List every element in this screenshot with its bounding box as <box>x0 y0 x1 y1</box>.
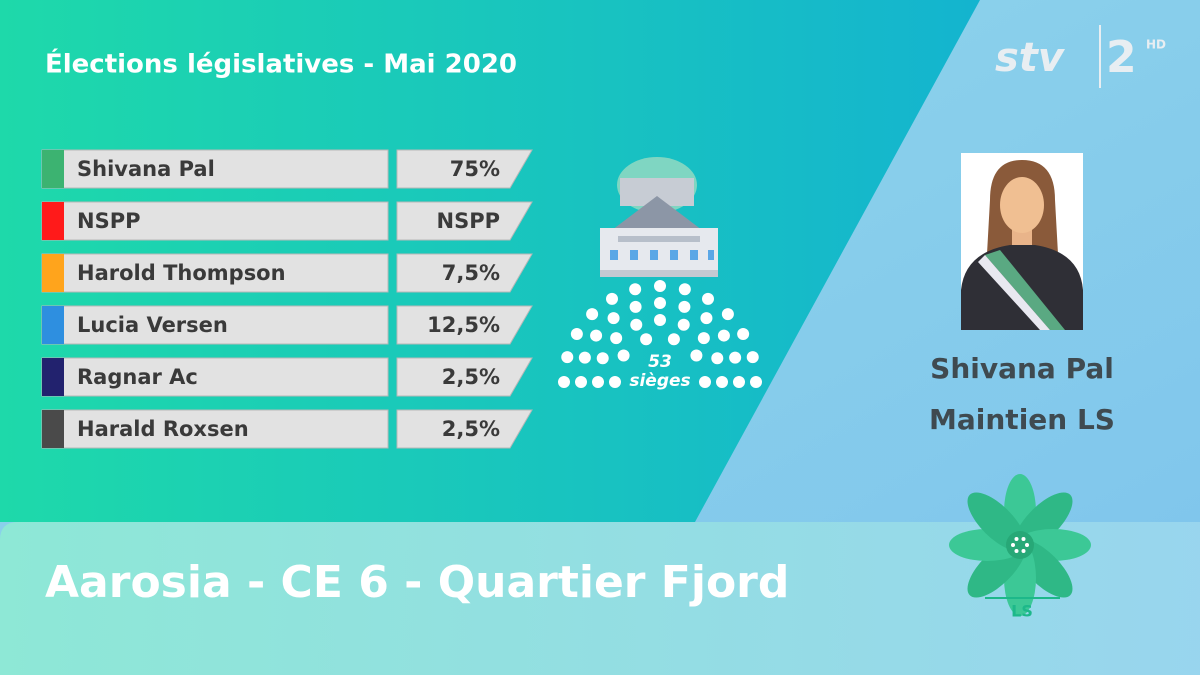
value-box <box>396 357 533 397</box>
seat <box>630 318 643 331</box>
winner-name: Shivana Pal <box>930 352 1114 385</box>
seat <box>654 280 666 292</box>
seat-label: sièges <box>629 371 690 391</box>
seat <box>640 333 653 346</box>
seat <box>592 376 604 388</box>
party-logo <box>949 474 1091 616</box>
channel-number: 2 <box>1106 32 1137 83</box>
seat <box>558 376 570 388</box>
value-box <box>396 409 533 449</box>
seat <box>678 283 691 296</box>
title: Élections législatives - Mai 2020 <box>45 48 517 80</box>
seat-count: 53 <box>648 352 672 372</box>
seat <box>575 376 587 388</box>
seat <box>590 329 603 342</box>
parliament-icon <box>600 157 718 277</box>
flower-dot <box>1011 543 1015 547</box>
seat <box>629 300 642 313</box>
candidate-name: Harold Thompson <box>77 261 286 285</box>
flower-dot <box>1021 536 1026 541</box>
seat <box>746 351 759 364</box>
value-box <box>396 201 533 241</box>
value-box <box>396 149 533 189</box>
flower-dot <box>1025 543 1029 547</box>
candidate-name: Ragnar Ac <box>77 365 198 389</box>
channel-logo: stv 2 HD <box>995 25 1166 88</box>
value-box <box>396 253 533 293</box>
seat <box>654 314 666 326</box>
seat <box>716 376 728 388</box>
channel-badge: HD <box>1146 38 1166 52</box>
hemicycle <box>558 280 762 388</box>
seat <box>610 332 623 345</box>
party-color <box>42 306 64 344</box>
seat <box>700 312 713 325</box>
flower-center <box>1006 531 1034 559</box>
party-color <box>42 202 64 240</box>
result-value: 75% <box>450 157 500 181</box>
result-value: 12,5% <box>427 313 500 337</box>
seat <box>609 376 621 388</box>
seat <box>678 300 691 313</box>
seat <box>750 376 762 388</box>
party-color <box>42 150 64 188</box>
channel-name: stv <box>995 35 1066 81</box>
candidate-name: NSPP <box>77 209 140 233</box>
flower-dot <box>1021 549 1026 554</box>
seat <box>596 352 609 365</box>
results-list: Shivana Pal 75% NSPP NSPP Harold Thompson 7,5… <box>41 149 533 449</box>
seat <box>606 292 618 305</box>
result-value: 7,5% <box>442 261 500 285</box>
footer-band <box>0 522 1200 675</box>
footer-title: Aarosia - CE 6 - Quartier Fjord <box>45 557 789 608</box>
name-box <box>41 201 389 241</box>
winner-party: Maintien LS <box>929 403 1115 436</box>
seat <box>586 308 599 321</box>
name-box <box>41 253 389 293</box>
seat <box>607 312 620 325</box>
result-value: 2,5% <box>442 365 500 389</box>
seat <box>733 376 745 388</box>
seat <box>617 349 630 362</box>
name-box <box>41 409 389 449</box>
candidate-name: Lucia Versen <box>77 313 228 337</box>
seat <box>699 376 711 388</box>
seat <box>729 351 742 364</box>
seat <box>702 292 714 305</box>
candidate-name: Harald Roxsen <box>77 417 249 441</box>
flower-dot <box>1014 549 1019 554</box>
seat <box>654 297 666 309</box>
party-logo-label: LS <box>1011 602 1033 621</box>
party-color <box>42 410 64 448</box>
seat <box>697 332 710 345</box>
seat <box>690 349 703 362</box>
candidate-name: Shivana Pal <box>77 157 215 181</box>
seat <box>667 333 680 346</box>
name-box <box>41 305 389 345</box>
portrait <box>961 153 1083 330</box>
seat <box>721 308 734 321</box>
value-box <box>396 305 533 345</box>
seat <box>578 351 591 364</box>
seat <box>737 328 750 340</box>
seat <box>677 318 690 331</box>
seat <box>570 328 583 340</box>
seat <box>561 351 574 364</box>
seat <box>629 283 642 296</box>
seat <box>717 329 730 342</box>
result-value: 2,5% <box>442 417 500 441</box>
party-color <box>42 358 64 396</box>
flower-dot <box>1014 536 1019 541</box>
party-color <box>42 254 64 292</box>
seat <box>711 352 724 365</box>
result-value: NSPP <box>437 209 500 233</box>
